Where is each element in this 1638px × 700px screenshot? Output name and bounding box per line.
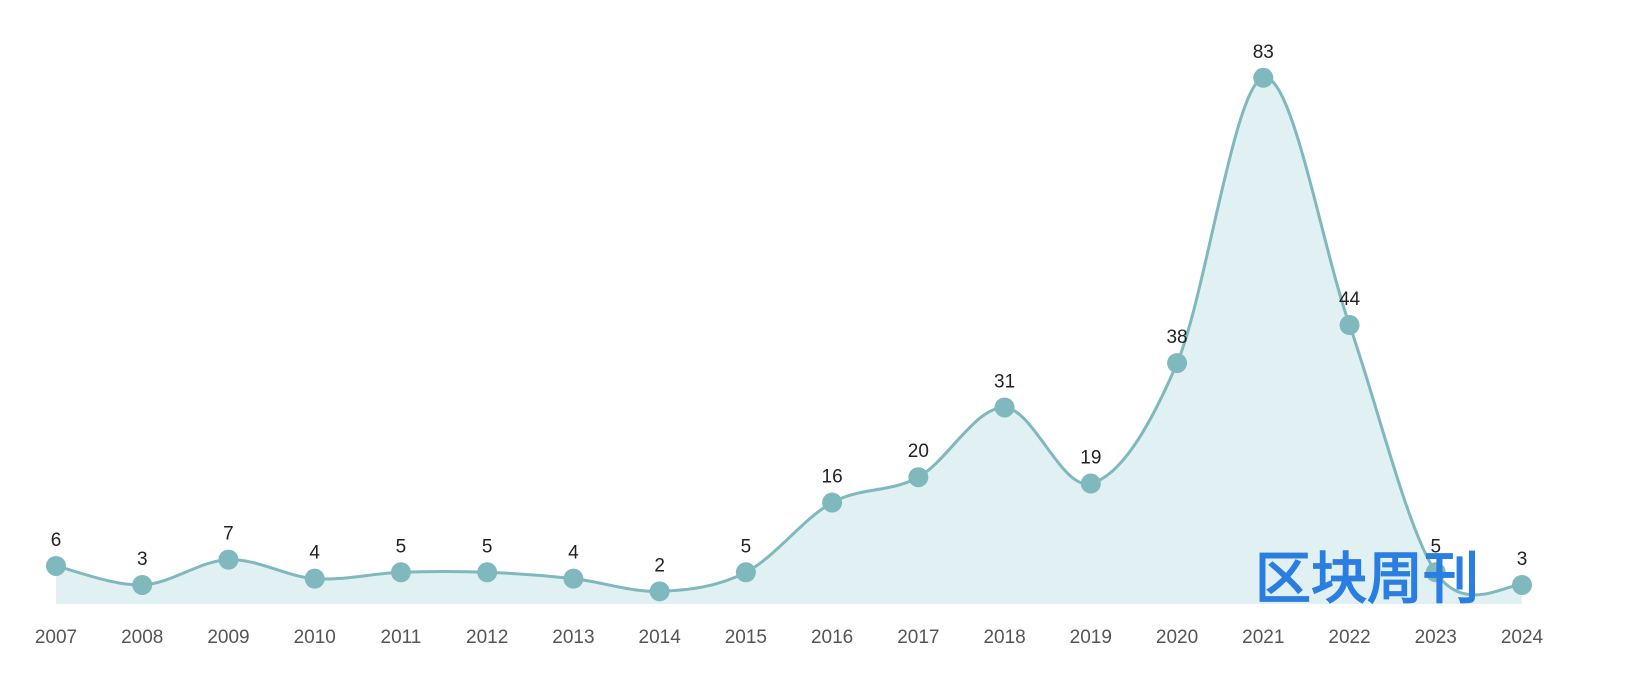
x-tick-label: 2018	[983, 627, 1025, 648]
marker	[1339, 315, 1360, 336]
marker	[390, 562, 411, 583]
value-label: 83	[1253, 42, 1274, 63]
area	[56, 77, 1522, 604]
x-tick-label: 2022	[1328, 627, 1370, 648]
marker	[1425, 562, 1446, 583]
value-label: 5	[396, 536, 407, 557]
x-tick-label: 2010	[294, 627, 336, 648]
value-label: 2	[654, 555, 665, 576]
marker	[132, 574, 153, 595]
x-tick-label: 2023	[1415, 627, 1457, 648]
x-tick-label: 2007	[35, 627, 77, 648]
marker	[1253, 67, 1274, 88]
value-label: 16	[822, 467, 843, 488]
value-label: 44	[1339, 289, 1361, 310]
marker	[563, 568, 584, 589]
x-tick-label: 2014	[639, 627, 682, 648]
x-tick-label: 2012	[466, 627, 508, 648]
value-label: 5	[482, 536, 493, 557]
marker	[1512, 574, 1532, 595]
value-label: 3	[137, 549, 148, 570]
x-tick-label: 2020	[1156, 627, 1198, 648]
value-label: 4	[568, 543, 579, 564]
line	[55, 76, 1523, 597]
marker	[304, 568, 325, 589]
x-tick-label: 2009	[207, 627, 249, 648]
marker	[46, 555, 66, 576]
value-label: 3	[1517, 549, 1528, 570]
marker	[218, 549, 239, 570]
value-label: 5	[1430, 536, 1441, 557]
value-label: 20	[908, 441, 929, 462]
marker	[477, 562, 498, 583]
x-tick-label: 2017	[897, 627, 939, 648]
x-tick-label: 2015	[725, 627, 767, 648]
x-tick-label: 2008	[121, 627, 163, 648]
value-label: 31	[994, 371, 1015, 392]
value-label: 38	[1166, 327, 1187, 348]
x-tick-label: 2016	[811, 627, 853, 648]
marker	[994, 397, 1015, 418]
marker	[735, 562, 756, 583]
value-label: 6	[51, 530, 62, 551]
marker	[649, 581, 670, 602]
x-tick-label: 2011	[381, 627, 422, 648]
marker	[822, 492, 843, 513]
x-tick-label: 2024	[1501, 627, 1544, 648]
value-label: 7	[223, 524, 234, 545]
watermark: 区块周刊	[1255, 547, 1479, 612]
marker	[1167, 353, 1188, 374]
x-tick-label: 2013	[552, 627, 594, 648]
x-tick-label: 2019	[1070, 627, 1112, 648]
marker	[908, 467, 929, 488]
value-label: 19	[1080, 448, 1101, 469]
value-label: 5	[741, 536, 752, 557]
marker	[1080, 473, 1101, 494]
x-tick-label: 2021	[1242, 627, 1284, 648]
value-label: 4	[309, 543, 320, 564]
